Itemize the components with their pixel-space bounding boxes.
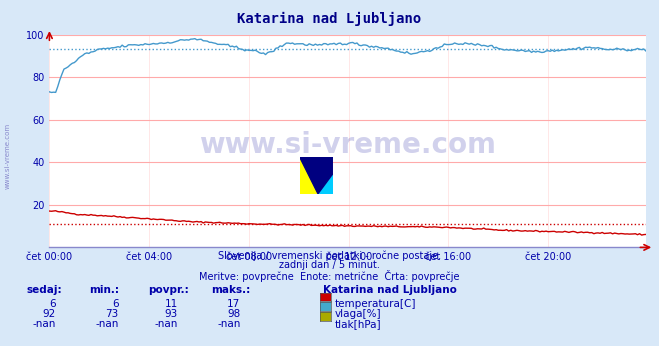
Text: temperatura[C]: temperatura[C]	[335, 299, 416, 309]
Text: Katarina nad Ljubljano: Katarina nad Ljubljano	[323, 285, 457, 295]
Text: 6: 6	[49, 299, 56, 309]
Text: maks.:: maks.:	[211, 285, 250, 295]
Text: 93: 93	[165, 309, 178, 319]
Text: Slovenija / vremenski podatki - ročne postaje.: Slovenija / vremenski podatki - ročne po…	[218, 251, 441, 261]
Text: 6: 6	[112, 299, 119, 309]
Text: 92: 92	[43, 309, 56, 319]
Text: Katarina nad Ljubljano: Katarina nad Ljubljano	[237, 12, 422, 26]
Text: Meritve: povprečne  Enote: metrične  Črta: povprečje: Meritve: povprečne Enote: metrične Črta:…	[199, 270, 460, 282]
Text: sedaj:: sedaj:	[26, 285, 62, 295]
Text: povpr.:: povpr.:	[148, 285, 189, 295]
Text: vlaga[%]: vlaga[%]	[335, 309, 382, 319]
Text: 17: 17	[227, 299, 241, 309]
Text: min.:: min.:	[89, 285, 119, 295]
Text: 11: 11	[165, 299, 178, 309]
Polygon shape	[318, 174, 333, 194]
Polygon shape	[300, 157, 318, 194]
Text: tlak[hPa]: tlak[hPa]	[335, 319, 382, 329]
Text: -nan: -nan	[217, 319, 241, 329]
Text: www.si-vreme.com: www.si-vreme.com	[5, 122, 11, 189]
Text: 98: 98	[227, 309, 241, 319]
Polygon shape	[300, 157, 333, 194]
Text: www.si-vreme.com: www.si-vreme.com	[199, 131, 496, 159]
Text: 73: 73	[105, 309, 119, 319]
Text: -nan: -nan	[96, 319, 119, 329]
Text: -nan: -nan	[155, 319, 178, 329]
Text: -nan: -nan	[33, 319, 56, 329]
Text: zadnji dan / 5 minut.: zadnji dan / 5 minut.	[279, 260, 380, 270]
